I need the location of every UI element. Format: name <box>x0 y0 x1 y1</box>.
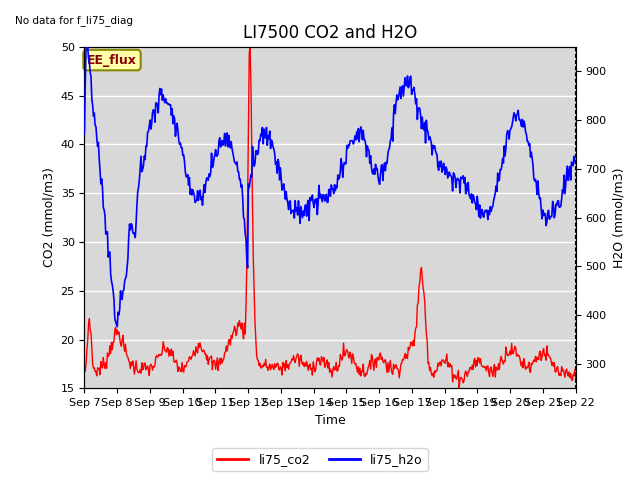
Text: EE_flux: EE_flux <box>87 54 137 67</box>
Text: No data for f_li75_diag: No data for f_li75_diag <box>15 15 133 26</box>
Title: LI7500 CO2 and H2O: LI7500 CO2 and H2O <box>243 24 417 42</box>
Y-axis label: CO2 (mmol/m3): CO2 (mmol/m3) <box>42 168 55 267</box>
X-axis label: Time: Time <box>315 414 346 427</box>
Legend: li75_co2, li75_h2o: li75_co2, li75_h2o <box>212 448 428 471</box>
Y-axis label: H2O (mmol/m3): H2O (mmol/m3) <box>612 168 625 268</box>
